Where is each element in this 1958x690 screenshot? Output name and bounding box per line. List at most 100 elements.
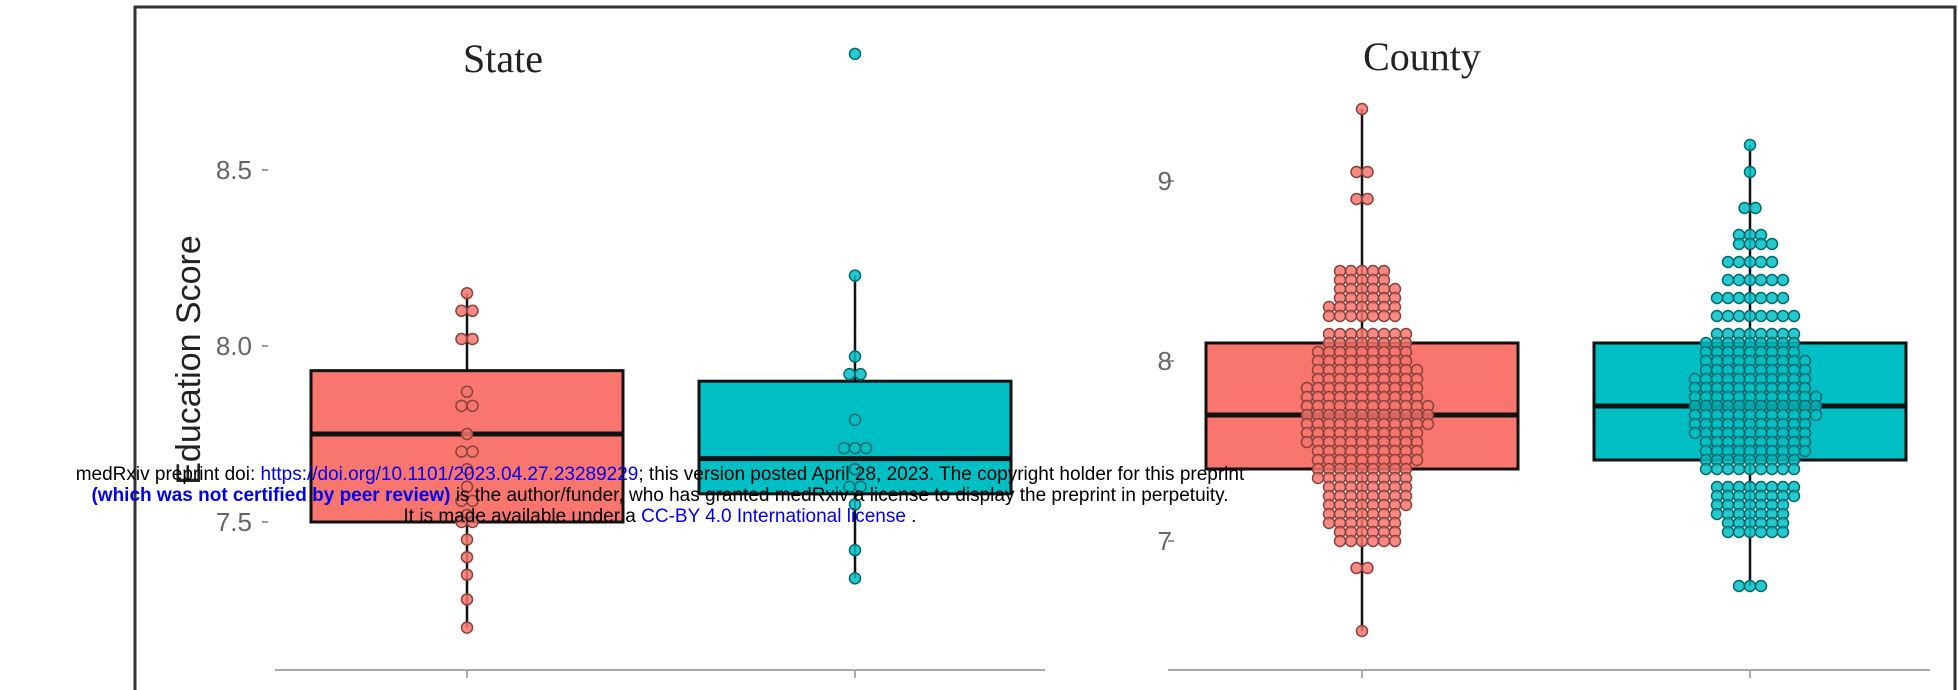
data-point [460, 480, 474, 494]
license-link[interactable]: CC-BY 4.0 International license [641, 506, 906, 527]
data-point [460, 550, 474, 564]
data-point [1361, 165, 1374, 179]
data-point [1798, 444, 1812, 458]
data-point [1361, 192, 1374, 206]
data-point [1732, 291, 1746, 305]
data-point [1350, 192, 1363, 206]
data-point [1776, 273, 1790, 287]
data-point [1743, 237, 1757, 251]
data-point [1311, 471, 1325, 485]
notice-line1-prefix: medRxiv preprint doi: [75, 464, 261, 485]
data-point [455, 332, 468, 346]
y-tick-label: 8 [1158, 346, 1172, 376]
data-point [843, 367, 856, 381]
data-point [1765, 462, 1779, 476]
panel-title-state: State [463, 36, 543, 81]
data-point [1732, 237, 1746, 251]
data-point [1754, 273, 1768, 287]
data-point [1787, 489, 1801, 503]
data-point [1366, 309, 1380, 323]
data-point [1721, 525, 1735, 539]
data-point [848, 462, 862, 476]
boxes-county [1204, 102, 1908, 638]
data-point [460, 568, 474, 582]
data-point [1754, 462, 1768, 476]
data-point [1754, 237, 1768, 251]
data-point [1732, 309, 1746, 323]
data-point [1721, 291, 1735, 305]
preprint-notice-line2: (which was not certified by peer review)… [0, 484, 1320, 507]
data-point [1743, 138, 1757, 152]
data-point [848, 441, 862, 455]
notice-line1-suffix: ; this version posted April 28, 2023. Th… [638, 464, 1245, 485]
data-point [1350, 165, 1363, 179]
data-point [1710, 462, 1724, 476]
data-point [848, 498, 862, 511]
data-point [1344, 309, 1358, 323]
data-point [1809, 408, 1823, 422]
notice-peer-review: (which was not certified by peer review) [91, 485, 451, 506]
data-point [1743, 165, 1757, 179]
data-point [1421, 417, 1435, 431]
data-point [1721, 309, 1735, 323]
notice-line3-prefix: It is made available under a [403, 506, 642, 527]
data-point [1754, 525, 1768, 539]
data-point [1787, 462, 1801, 476]
data-point [466, 304, 479, 318]
data-point [848, 269, 862, 282]
data-point [848, 413, 862, 427]
data-point [1399, 498, 1413, 512]
data-point [1710, 291, 1724, 305]
data-point [460, 593, 474, 606]
data-point [1776, 462, 1790, 476]
data-point [460, 621, 474, 634]
data-point [1333, 534, 1347, 548]
data-point [1738, 201, 1751, 215]
data-point [1776, 291, 1790, 305]
data-point [1699, 462, 1713, 476]
data-point [1721, 462, 1735, 476]
data-point [848, 572, 862, 585]
data-point [1710, 309, 1724, 323]
panel-county: County 7 8 9 [1158, 34, 1930, 678]
data-point [1388, 309, 1402, 323]
data-point [854, 480, 867, 494]
data-point [1743, 255, 1757, 269]
data-point [1743, 273, 1757, 287]
panel-title-county: County [1363, 34, 1481, 79]
data-point [460, 533, 474, 546]
y-tick-label: 8.0 [216, 331, 252, 361]
data-point [1344, 534, 1358, 548]
data-point [1765, 237, 1779, 251]
data-point [1732, 255, 1746, 269]
data-point [1743, 309, 1757, 323]
data-point [1732, 462, 1746, 476]
data-point [1388, 534, 1402, 548]
data-point [466, 445, 479, 458]
data-point [1366, 534, 1380, 548]
data-point [1710, 507, 1724, 521]
data-point [466, 494, 479, 508]
data-point [455, 304, 468, 318]
y-tick-label: 9 [1158, 166, 1172, 196]
data-point [1721, 273, 1735, 287]
data-point [466, 399, 479, 413]
data-point [460, 427, 474, 441]
y-tick-label: 7 [1158, 526, 1172, 556]
data-point [1322, 309, 1336, 323]
data-point [466, 332, 479, 346]
data-point [1754, 291, 1768, 305]
data-point [1787, 309, 1801, 323]
data-point [1410, 453, 1424, 467]
doi-link[interactable]: https://doi.org/10.1101/2023.04.27.23289… [260, 464, 639, 485]
data-point [1776, 309, 1790, 323]
data-point [1765, 309, 1779, 323]
y-tick-label: 8.5 [216, 155, 252, 185]
data-point [1754, 309, 1768, 323]
data-point [1350, 561, 1363, 575]
data-point [1765, 255, 1779, 269]
data-point [455, 399, 468, 413]
data-point [455, 445, 468, 458]
data-point [1377, 534, 1391, 548]
